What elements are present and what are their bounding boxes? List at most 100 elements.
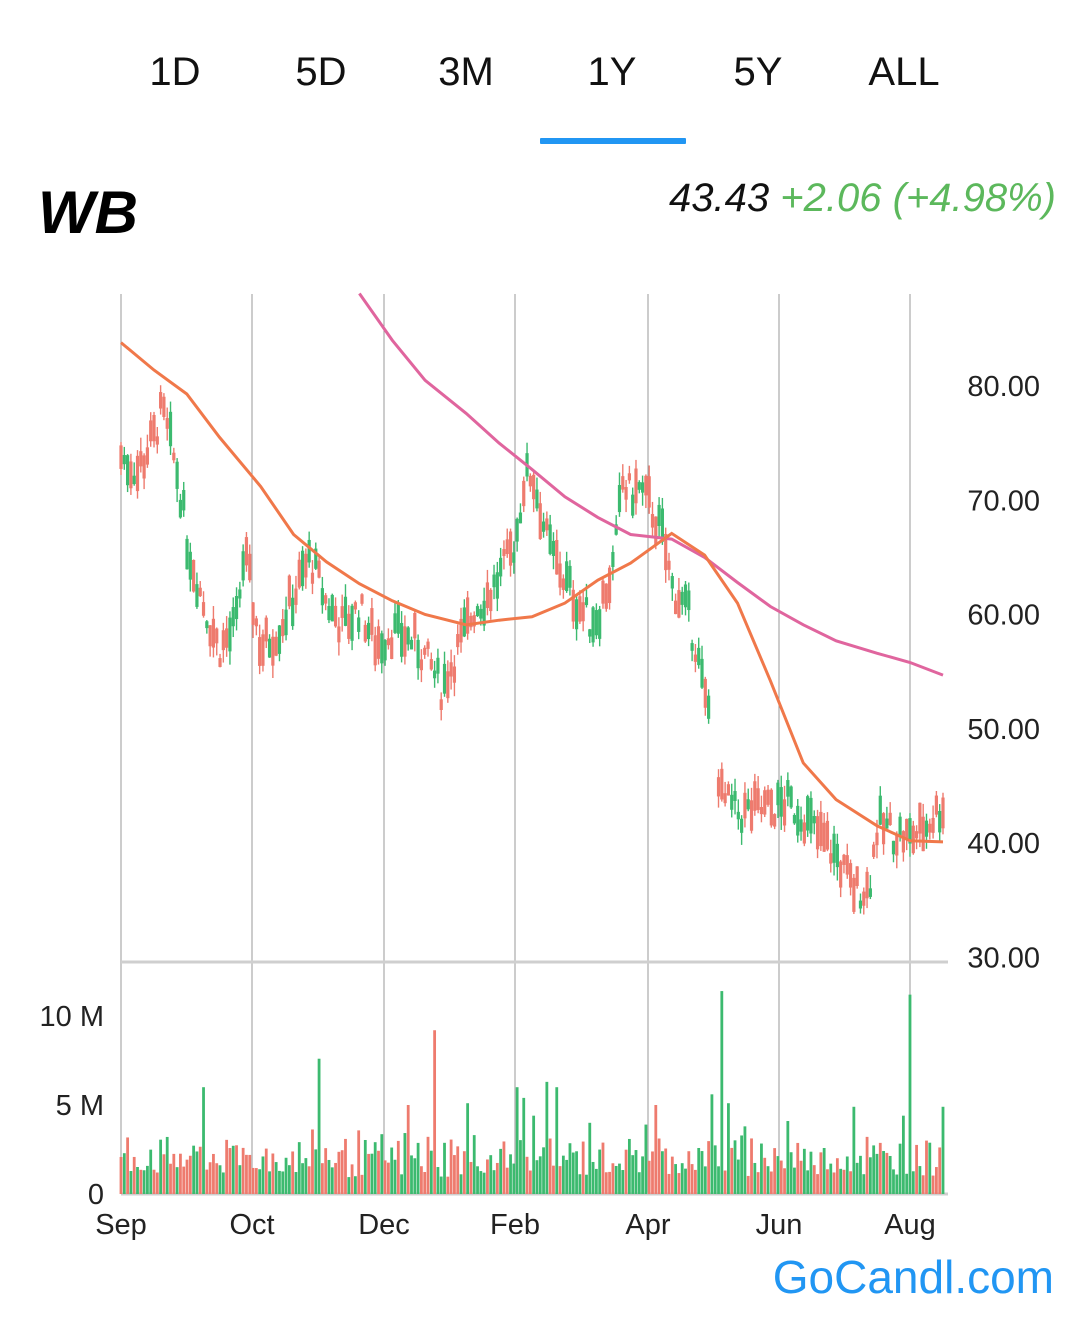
- volume-bar: [314, 1149, 318, 1194]
- candle-body: [439, 699, 443, 711]
- volume-bar: [238, 1165, 242, 1194]
- volume-bar: [479, 1171, 483, 1194]
- x-tick-label: Aug: [884, 1209, 936, 1241]
- tab-3m[interactable]: 3M: [438, 50, 494, 94]
- volume-bar: [532, 1115, 536, 1194]
- volume-bar: [934, 1167, 938, 1194]
- candle-body: [581, 602, 585, 622]
- candle-body: [149, 420, 153, 442]
- volume-bar: [753, 1162, 757, 1194]
- volume-bar: [664, 1148, 668, 1194]
- candle-body: [495, 572, 499, 599]
- candle-body: [914, 831, 919, 839]
- volume-bar: [231, 1145, 235, 1194]
- volume-bar: [568, 1143, 572, 1194]
- volume-bar: [938, 1147, 942, 1194]
- volume-bar: [367, 1153, 370, 1194]
- volume-bar: [809, 1151, 813, 1194]
- volume-bar: [750, 1138, 753, 1194]
- volume-bar: [839, 1168, 843, 1194]
- candle-body: [466, 597, 470, 634]
- candle-body: [155, 436, 159, 445]
- volume-bar: [819, 1152, 823, 1194]
- volume-bar: [657, 1138, 661, 1194]
- candle-body: [198, 587, 202, 597]
- volume-bar: [859, 1155, 862, 1194]
- volume-bar: [122, 1153, 126, 1194]
- volume-bar: [618, 1163, 621, 1194]
- volume-bar: [578, 1174, 582, 1194]
- volume-bar: [802, 1148, 806, 1194]
- volume-bar: [654, 1105, 658, 1194]
- volume-bar: [502, 1141, 506, 1194]
- candle-body: [406, 627, 410, 645]
- volume-bar: [545, 1081, 549, 1194]
- volume-bar: [786, 1121, 790, 1194]
- volume-bar: [746, 1175, 750, 1194]
- volume-bar: [542, 1147, 545, 1194]
- candle-body: [277, 625, 282, 654]
- x-tick-label: Apr: [625, 1209, 670, 1241]
- candle-body: [452, 666, 457, 683]
- volume-bar: [690, 1164, 694, 1194]
- volume-bar: [225, 1139, 229, 1194]
- tab-1d[interactable]: 1D: [149, 50, 201, 94]
- candle-body: [386, 638, 390, 646]
- last-price: 43.43: [669, 176, 770, 220]
- volume-bar: [208, 1162, 212, 1194]
- volume-bar: [172, 1153, 176, 1194]
- candle-body: [508, 531, 513, 566]
- volume-bar: [188, 1155, 192, 1194]
- candle-body: [261, 634, 265, 666]
- candle-body: [172, 452, 176, 461]
- candle-body: [419, 659, 424, 671]
- volume-bar: [773, 1148, 777, 1194]
- chart-grid: [120, 294, 948, 1196]
- candle-body: [353, 602, 357, 610]
- candle-body: [895, 833, 899, 856]
- volume-bar: [812, 1165, 816, 1194]
- candle-body: [627, 473, 631, 481]
- candle-body: [126, 455, 130, 486]
- tab-5y[interactable]: 5Y: [733, 50, 783, 94]
- candle-body: [208, 625, 212, 647]
- volume-bar: [931, 1175, 935, 1194]
- tab-1y[interactable]: 1Y: [587, 50, 637, 94]
- candle-body: [670, 576, 674, 589]
- price-chart[interactable]: Sep Oct Dec Feb Apr Jun Aug 80.00 70.00 60.00 50.0…: [0, 0, 1080, 1250]
- candle-body: [357, 617, 361, 632]
- candle-body: [720, 768, 724, 800]
- volume-bar: [783, 1168, 786, 1194]
- candle-body: [139, 451, 143, 467]
- candle-body: [462, 607, 466, 637]
- candle-body: [324, 595, 328, 604]
- volume-bar: [525, 1156, 529, 1194]
- volume-bar: [420, 1166, 423, 1194]
- candle-body: [449, 662, 453, 677]
- candle-body: [918, 802, 922, 834]
- volume-bar: [637, 1172, 641, 1194]
- volume-bar: [776, 1156, 780, 1194]
- candle-body: [343, 596, 348, 626]
- candle-body: [201, 602, 206, 616]
- candle-body: [683, 584, 688, 608]
- volume-bar: [713, 1145, 717, 1194]
- candle-body: [578, 596, 582, 622]
- candle-body: [891, 840, 896, 855]
- volume-bar: [489, 1155, 493, 1194]
- volume-bar: [476, 1166, 479, 1194]
- candle-body: [479, 608, 483, 619]
- candle-body: [340, 606, 344, 618]
- volume-bar: [535, 1160, 539, 1194]
- candle-body: [499, 557, 503, 577]
- volume-bar: [594, 1168, 598, 1194]
- tab-5d[interactable]: 5D: [295, 50, 347, 94]
- volume-bar: [585, 1174, 588, 1194]
- tab-all[interactable]: ALL: [868, 50, 940, 94]
- candle-body: [938, 810, 942, 833]
- volume-bar: [845, 1156, 849, 1194]
- candle-body: [819, 811, 823, 847]
- candle-body: [502, 549, 506, 557]
- candle-body: [697, 647, 701, 666]
- candle-body: [330, 594, 334, 622]
